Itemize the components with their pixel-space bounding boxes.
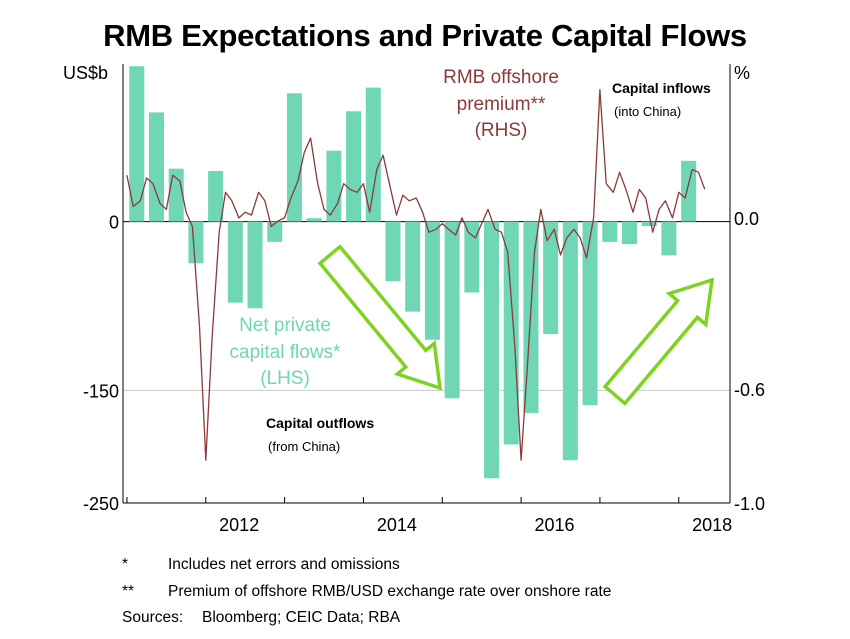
series-labels: Net private capital flows* (LHS) RMB offsho… — [230, 67, 711, 454]
line-series — [126, 89, 706, 461]
right-tick-label: 0.0 — [734, 209, 759, 229]
line-series-label: (RHS) — [475, 120, 528, 141]
bar — [129, 66, 145, 222]
bar — [227, 221, 243, 303]
bar — [582, 221, 598, 406]
axes: 0 -150 -250 US$b 0.0 -0.6 -1.0% 2012 2014 2016 201… — [63, 63, 765, 535]
bar — [405, 221, 421, 312]
bar-series-label: Net private — [239, 315, 331, 336]
chart-title: RMB Expectations and Private Capital Flo… — [103, 18, 747, 53]
line-series-label: RMB offshore — [443, 67, 559, 88]
x-tick-label: 2014 — [377, 515, 417, 535]
right-tick-label: -1.0 — [734, 494, 765, 514]
bar — [247, 221, 263, 309]
left-tick-label: -150 — [83, 381, 119, 401]
bar — [484, 221, 500, 479]
inflows-annotation-detail: (into China) — [614, 104, 681, 119]
bar-series — [129, 66, 697, 479]
note-mark: * — [122, 556, 129, 573]
bar — [385, 221, 401, 282]
sources-label: Sources: — [122, 609, 184, 626]
bar — [661, 221, 677, 256]
bar — [365, 87, 381, 222]
right-tick-label: -0.6 — [734, 380, 765, 400]
left-tick-label: -250 — [83, 494, 119, 514]
sources-row: Sources: Bloomberg; CEIC Data; RBA — [122, 605, 611, 632]
bar — [267, 221, 283, 242]
bar — [681, 160, 697, 222]
bar — [641, 221, 657, 227]
plot-frame — [122, 64, 731, 504]
bar — [621, 221, 637, 245]
bar-series-label: capital flows* — [230, 342, 341, 363]
bar — [208, 170, 224, 222]
outflows-annotation-detail: (from China) — [268, 439, 340, 454]
bar — [168, 168, 184, 222]
inflows-annotation-title: Capital inflows — [612, 80, 711, 96]
bar — [306, 218, 322, 222]
bar — [503, 221, 519, 445]
bar — [188, 221, 204, 264]
note-text: Includes net errors and omissions — [168, 556, 400, 573]
left-tick-label: 0 — [109, 213, 119, 233]
note-text: Premium of offshore RMB/USD exchange rat… — [168, 582, 612, 600]
note-row: * Includes net errors and omissions — [122, 552, 611, 579]
arrows — [317, 244, 715, 406]
up-arrow — [602, 277, 715, 406]
bar — [424, 221, 440, 340]
sources-text: Bloomberg; CEIC Data; RBA — [202, 609, 401, 626]
bar — [149, 112, 165, 222]
bar — [543, 221, 559, 335]
bar — [562, 221, 578, 461]
bar — [326, 150, 342, 222]
bar — [286, 93, 302, 222]
x-tick-label: 2012 — [219, 515, 259, 535]
right-unit-label: % — [734, 63, 750, 83]
note-row: ** Premium of offshore RMB/USD exchange r… — [122, 579, 611, 606]
chart-notes: * Includes net errors and omissions ** Pre… — [122, 552, 611, 632]
bar — [602, 221, 618, 242]
x-tick-label: 2018 — [692, 515, 732, 535]
note-mark: ** — [122, 582, 135, 600]
line-series-label: premium** — [457, 94, 546, 115]
x-tick-label: 2016 — [534, 515, 574, 535]
outflows-annotation-title: Capital outflows — [266, 415, 374, 431]
bar — [464, 221, 480, 293]
bar-series-label: (LHS) — [260, 368, 310, 389]
bar — [444, 221, 460, 399]
down-arrow — [317, 244, 443, 391]
premium-line — [126, 89, 706, 461]
left-unit-label: US$b — [63, 63, 108, 83]
bar — [346, 111, 362, 222]
